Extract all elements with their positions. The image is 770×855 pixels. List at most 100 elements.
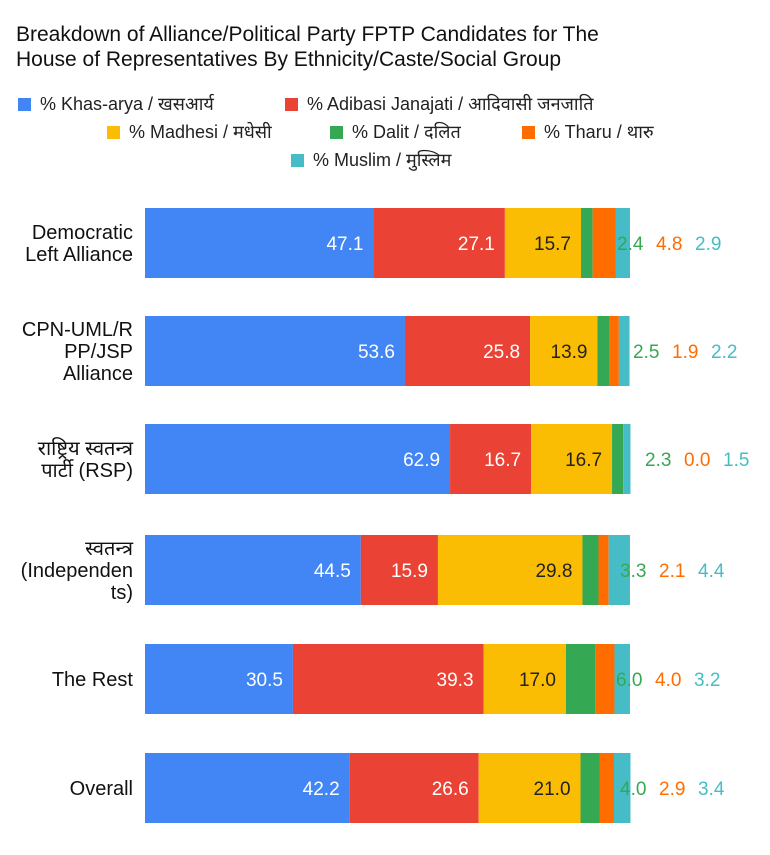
legend-label: % Dalit / दलित [352, 121, 461, 142]
legend-swatch [107, 126, 120, 139]
data-label: 15.9 [391, 561, 428, 582]
bar-segment [292, 644, 484, 714]
category-label: (Independen [21, 560, 133, 582]
data-label: 2.9 [659, 779, 685, 800]
bar-segment [145, 424, 451, 494]
data-label: 21.0 [534, 779, 571, 800]
bar-segment [565, 644, 596, 714]
category-label: ts) [111, 582, 133, 604]
data-label: 42.2 [303, 779, 340, 800]
data-label: 16.7 [565, 450, 602, 471]
bar-segment [373, 208, 505, 278]
data-label: 4.0 [620, 779, 646, 800]
bar-segment [145, 316, 405, 386]
bar-segment [581, 208, 593, 278]
data-label: 16.7 [484, 450, 521, 471]
category-label: Left Alliance [25, 244, 133, 266]
bar-segment [504, 208, 582, 278]
data-label: 26.6 [432, 779, 469, 800]
bar-segment [483, 644, 566, 714]
legend-label: % Muslim / मुस्लिम [313, 149, 453, 171]
bar-segment [478, 753, 581, 823]
data-label: 2.1 [659, 561, 685, 582]
data-label: 3.4 [698, 779, 725, 800]
data-label: 2.2 [711, 342, 737, 363]
bar-segment [145, 535, 361, 605]
bar-segment [598, 535, 609, 605]
data-label: 3.2 [694, 670, 720, 691]
data-label: 53.6 [358, 342, 395, 363]
bar-segment [360, 535, 438, 605]
bar-segment [599, 753, 614, 823]
data-label: 2.9 [695, 234, 721, 255]
bar-segment [597, 316, 610, 386]
category-label: पार्टी (RSP) [41, 459, 133, 482]
bar-segment [615, 208, 630, 278]
category-label: स्वतन्त्र [85, 538, 134, 560]
bars: 47.1 27.1 15.7 2.4 4.8 2.9 53.6 25.8 13.9 2.5 1.9 2… [145, 208, 749, 823]
chart-title-line-1: Breakdown of Alliance/Political Party FP… [16, 23, 599, 46]
category-label: Overall [70, 778, 133, 800]
bar-segment [437, 535, 583, 605]
legend-label: % Tharu / थारु [544, 122, 654, 142]
category-label: The Rest [52, 669, 134, 691]
bar-segment [613, 753, 631, 823]
data-label: 4.8 [656, 234, 682, 255]
data-label: 17.0 [519, 670, 556, 691]
data-label: 44.5 [314, 561, 351, 582]
data-label: 1.5 [723, 450, 749, 471]
chart-title-line-2: House of Representatives By Ethnicity/Ca… [16, 48, 561, 71]
data-label: 2.3 [645, 450, 671, 471]
data-label: 0.0 [684, 450, 710, 471]
legend-label: % Adibasi Janajati / आदिवासी जनजाति [307, 93, 594, 114]
data-label: 2.4 [617, 234, 644, 255]
data-label: 25.8 [483, 342, 520, 363]
category-label: CPN-UML/R [22, 319, 133, 341]
category-label: PP/JSP [64, 341, 133, 363]
data-label: 6.0 [616, 670, 642, 691]
legend-label: % Khas-arya / खसआर्य [40, 93, 215, 114]
legend-swatch [285, 98, 298, 111]
data-label: 29.8 [535, 561, 572, 582]
legend-swatch [18, 98, 31, 111]
bar-segment [595, 644, 615, 714]
bar-segment [608, 535, 630, 605]
data-label: 1.9 [672, 342, 698, 363]
data-label: 15.7 [534, 234, 571, 255]
bar-segment [531, 424, 613, 494]
data-label: 39.3 [437, 670, 474, 691]
bar-segment [145, 753, 350, 823]
legend-swatch [522, 126, 535, 139]
data-label: 13.9 [551, 342, 588, 363]
bar-segment [530, 316, 598, 386]
bar-segment [618, 316, 630, 386]
bar-segment [450, 424, 532, 494]
bar-segment [609, 316, 619, 386]
category-label: Alliance [63, 363, 133, 385]
bar-segment [145, 644, 293, 714]
bar-segment [582, 535, 599, 605]
bar-segment [623, 424, 631, 494]
data-label: 30.5 [246, 670, 283, 691]
data-label: 62.9 [403, 450, 440, 471]
bar-segment [614, 644, 630, 714]
bar-segment [592, 208, 616, 278]
bar-segment [145, 208, 374, 278]
data-label: 27.1 [458, 234, 495, 255]
category-label: राष्ट्रिय स्वतन्त्र [38, 437, 134, 460]
legend-swatch [291, 154, 304, 167]
bar-segment [404, 316, 531, 386]
data-label: 2.5 [633, 342, 659, 363]
bar-segment [580, 753, 600, 823]
data-label: 4.4 [698, 561, 725, 582]
data-label: 4.0 [655, 670, 681, 691]
category-label: Democratic [32, 222, 133, 244]
bar-segment [349, 753, 479, 823]
legend-swatch [330, 126, 343, 139]
data-label: 3.3 [620, 561, 646, 582]
legend-label: % Madhesi / मधेसी [129, 121, 272, 142]
data-label: 47.1 [326, 234, 363, 255]
bar-segment [612, 424, 624, 494]
